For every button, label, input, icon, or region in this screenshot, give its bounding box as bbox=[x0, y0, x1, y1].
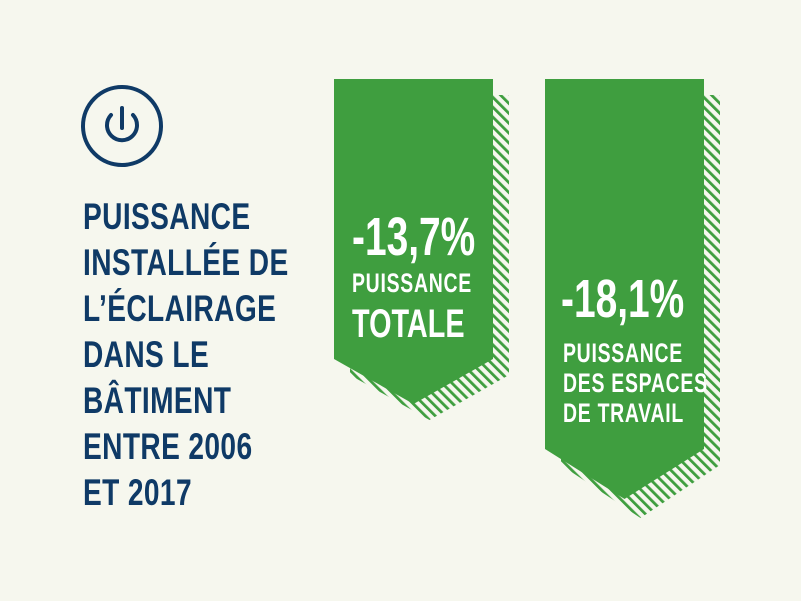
headline-line: ENTRE 2006 bbox=[83, 426, 253, 467]
headline-line: INSTALLÉE DE bbox=[83, 242, 289, 283]
ribbon-workspaces bbox=[545, 79, 720, 518]
headline-line: DANS LE bbox=[83, 334, 210, 375]
ribbon-total-label-1: PUISSANCE bbox=[352, 268, 472, 298]
headline-line: BÂTIMENT bbox=[83, 380, 232, 421]
headline-line: PUISSANCE bbox=[83, 196, 251, 237]
ribbon-workspaces-label-3: DE TRAVAIL bbox=[563, 398, 684, 428]
ribbon-total-body bbox=[334, 79, 493, 404]
headline-line: ET 2017 bbox=[83, 472, 192, 513]
ribbon-total bbox=[334, 79, 509, 420]
ribbon-total-label-2: TOTALE bbox=[352, 302, 465, 346]
ribbon-workspaces-body bbox=[545, 79, 704, 499]
headline-line: L’ÉCLAIRAGE bbox=[83, 288, 277, 329]
ribbon-workspaces-label-2: DES ESPACES bbox=[563, 368, 708, 398]
ribbon-workspaces-value: -18,1% bbox=[561, 269, 685, 329]
ribbon-workspaces-label-1: PUISSANCE bbox=[563, 338, 683, 368]
ribbon-total-value: -13,7% bbox=[352, 207, 476, 267]
power-icon bbox=[81, 85, 163, 167]
headline: PUISSANCE INSTALLÉE DE L’ÉCLAIRAGE DANS … bbox=[83, 194, 289, 516]
